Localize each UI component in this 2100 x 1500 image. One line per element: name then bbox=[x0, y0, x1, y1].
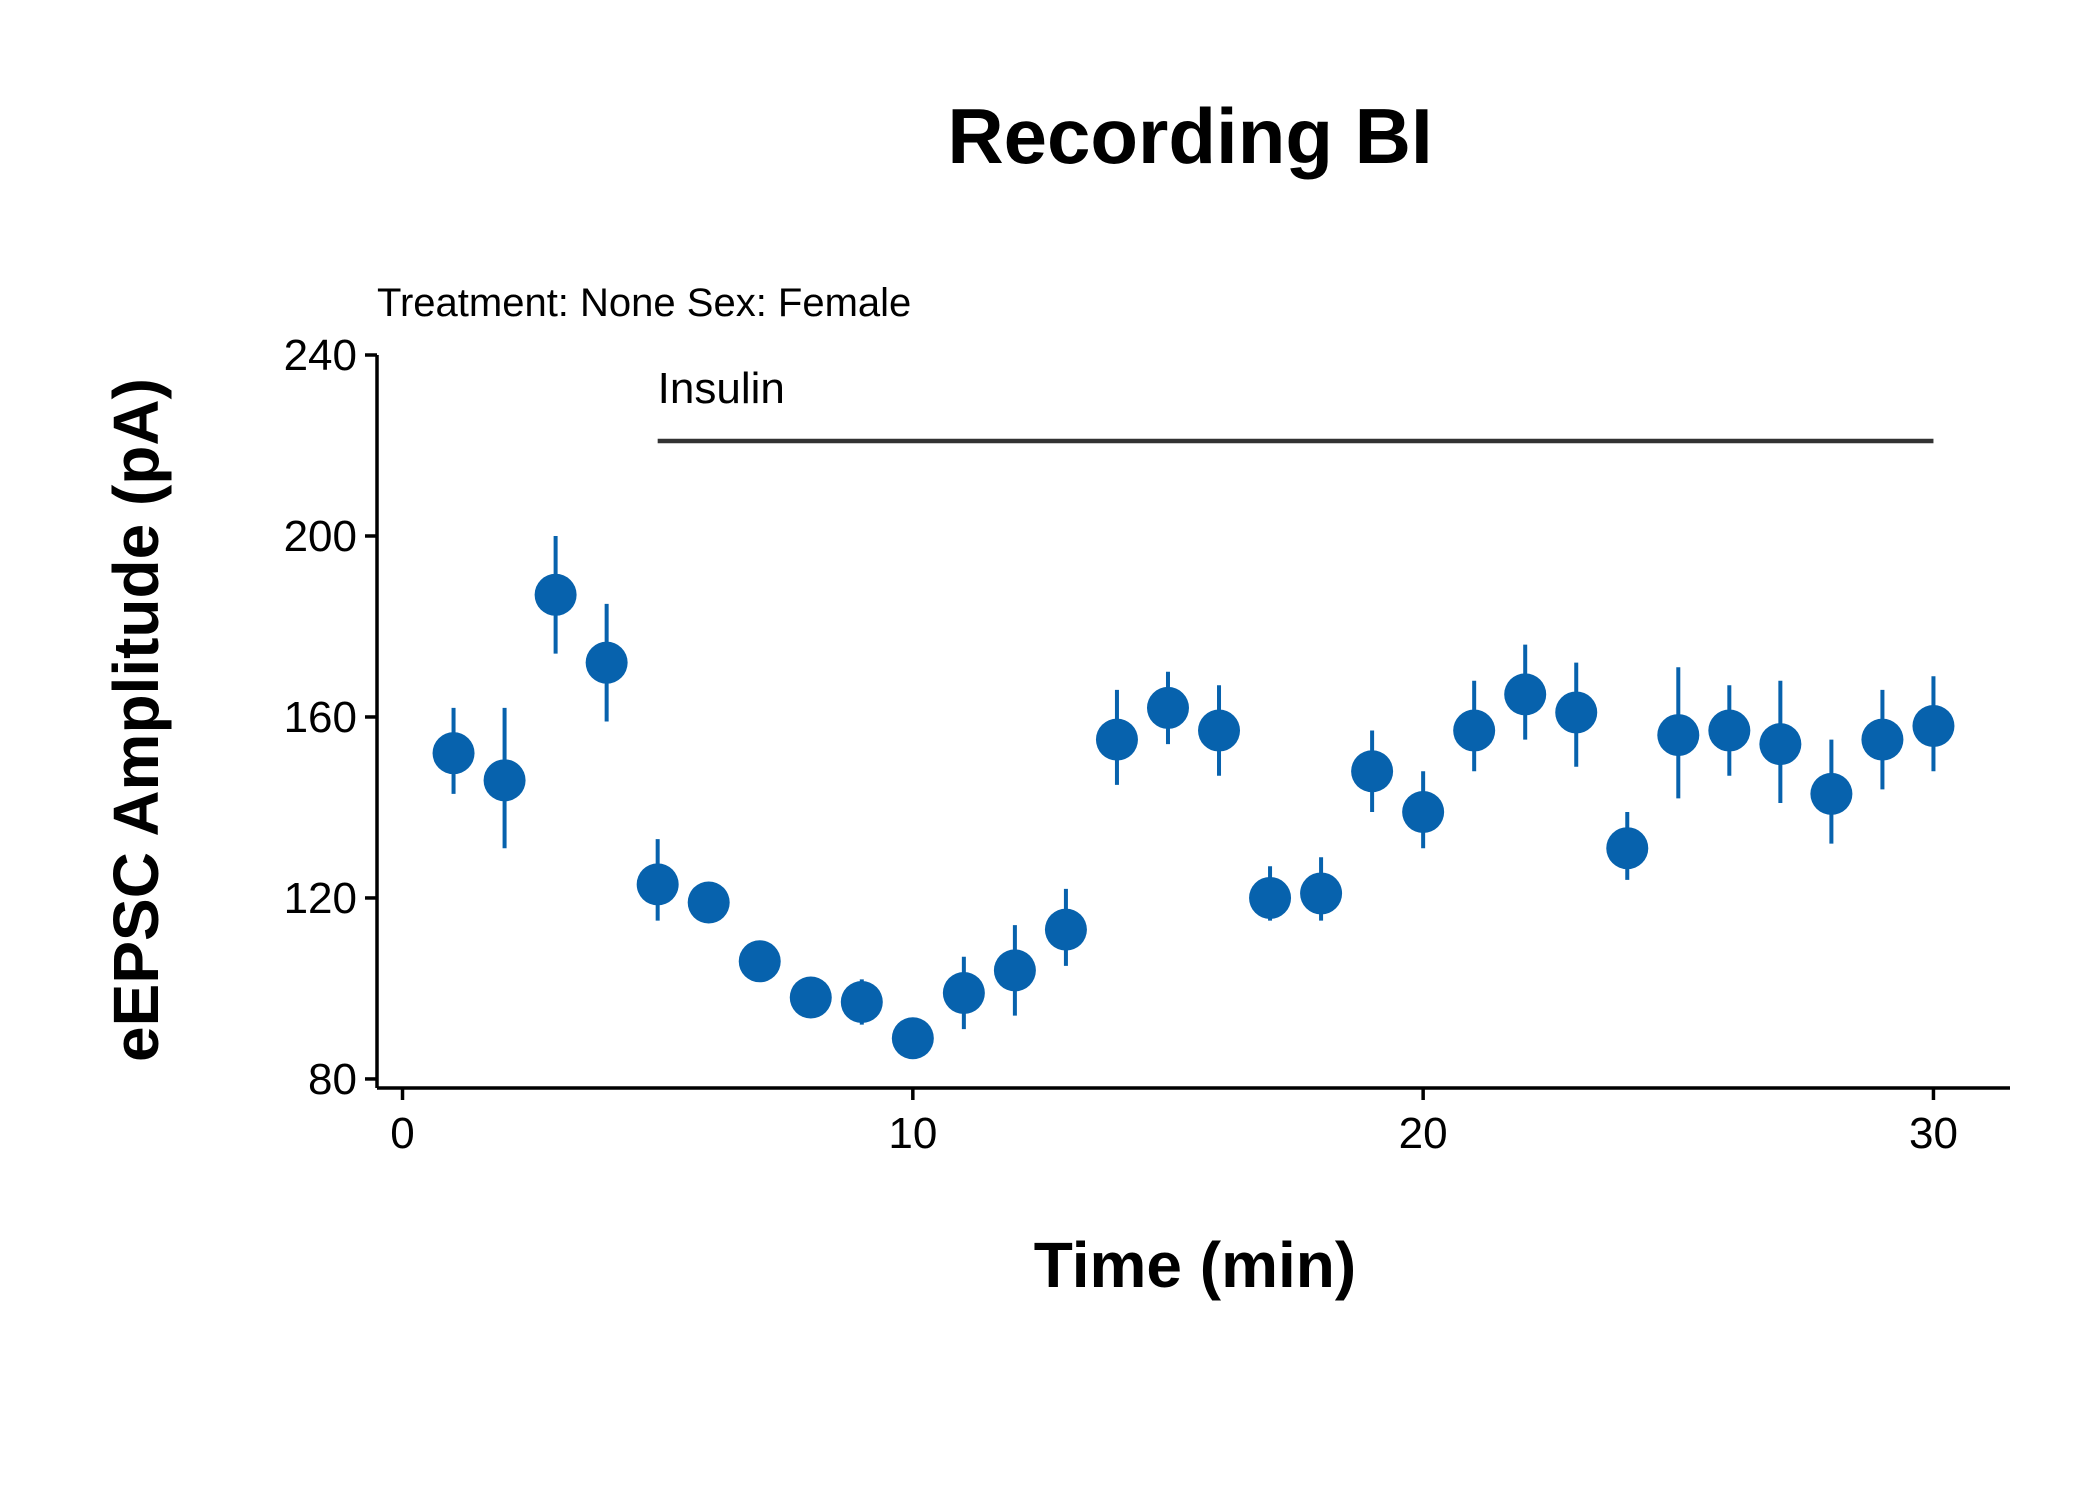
point-marker bbox=[1810, 772, 1853, 815]
y-tick-label: 200 bbox=[284, 512, 357, 561]
data-point bbox=[738, 940, 781, 983]
point-marker bbox=[1095, 718, 1138, 761]
data-point bbox=[993, 925, 1036, 1016]
y-tick-label: 160 bbox=[284, 693, 357, 742]
data-point bbox=[534, 535, 577, 654]
data-point bbox=[1810, 739, 1853, 844]
point-marker bbox=[1912, 705, 1955, 748]
point-marker bbox=[1249, 876, 1292, 919]
data-point bbox=[1555, 662, 1598, 767]
data-point bbox=[636, 839, 679, 921]
data-point bbox=[942, 956, 985, 1030]
data-point bbox=[789, 976, 832, 1019]
point-marker bbox=[585, 641, 628, 684]
data-point bbox=[1759, 680, 1802, 803]
data-point bbox=[1146, 671, 1189, 745]
y-tick-label: 120 bbox=[284, 874, 357, 923]
y-tick-label: 240 bbox=[284, 331, 357, 380]
axes: 80 120 160 200 240 0 10 20 30 bbox=[284, 331, 2010, 1158]
point-marker bbox=[432, 732, 475, 775]
point-marker bbox=[840, 981, 883, 1024]
insulin-annotation: Insulin bbox=[657, 364, 1934, 444]
point-marker bbox=[1657, 714, 1700, 757]
data-point bbox=[1402, 771, 1445, 849]
chart-title: Recording BI bbox=[947, 92, 1432, 180]
x-axis-title: Time (min) bbox=[1034, 1229, 1356, 1301]
x-tick-label: 20 bbox=[1399, 1109, 1448, 1158]
point-marker bbox=[1606, 827, 1649, 870]
y-tick-label: 80 bbox=[308, 1055, 357, 1104]
data-point bbox=[1606, 811, 1649, 880]
point-marker bbox=[483, 759, 526, 802]
point-marker bbox=[1453, 709, 1496, 752]
point-marker bbox=[1044, 908, 1087, 951]
data-point bbox=[1708, 685, 1751, 776]
point-marker bbox=[993, 949, 1036, 992]
point-marker bbox=[1198, 709, 1241, 752]
point-marker bbox=[1402, 790, 1445, 833]
point-marker bbox=[1861, 718, 1904, 761]
point-marker bbox=[738, 940, 781, 983]
point-marker bbox=[1555, 691, 1598, 734]
point-marker bbox=[534, 573, 577, 616]
data-point bbox=[1198, 685, 1241, 776]
point-marker bbox=[1300, 872, 1343, 915]
data-point bbox=[1249, 866, 1292, 921]
point-marker bbox=[891, 1017, 934, 1060]
data-point bbox=[1657, 667, 1700, 799]
data-point bbox=[687, 881, 730, 924]
x-tick-label: 10 bbox=[888, 1109, 937, 1158]
data-point bbox=[585, 603, 628, 722]
data-point bbox=[840, 979, 883, 1025]
y-axis-title: eEPSC Amplitude (pA) bbox=[100, 378, 172, 1062]
point-marker bbox=[1146, 686, 1189, 729]
data-point bbox=[1912, 676, 1955, 772]
data-point bbox=[1044, 888, 1087, 966]
point-marker bbox=[687, 881, 730, 924]
point-marker bbox=[636, 863, 679, 906]
data-point bbox=[1861, 689, 1904, 790]
data-point bbox=[1453, 680, 1496, 772]
point-marker bbox=[942, 971, 985, 1014]
data-point bbox=[483, 707, 526, 849]
data-point bbox=[432, 707, 475, 794]
data-points bbox=[432, 535, 1955, 1060]
data-point bbox=[1504, 644, 1547, 740]
data-point bbox=[1095, 689, 1138, 785]
data-point bbox=[891, 1017, 934, 1060]
chart-subtitle: Treatment: None Sex: Female bbox=[377, 281, 911, 325]
point-marker bbox=[1759, 723, 1802, 766]
point-marker bbox=[1504, 673, 1547, 716]
point-marker bbox=[1351, 750, 1394, 793]
x-tick-label: 0 bbox=[390, 1109, 414, 1158]
point-marker bbox=[789, 976, 832, 1019]
point-marker bbox=[1708, 709, 1751, 752]
x-tick-label: 30 bbox=[1909, 1109, 1958, 1158]
data-point bbox=[1351, 730, 1394, 812]
insulin-label: Insulin bbox=[658, 364, 785, 413]
data-point bbox=[1300, 857, 1343, 921]
